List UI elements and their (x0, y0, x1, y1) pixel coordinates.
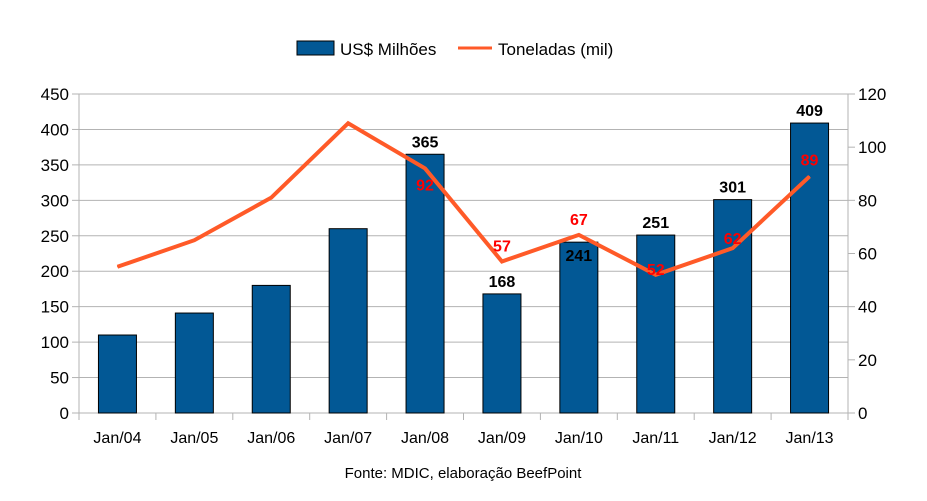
x-tick-label: Jan/10 (555, 430, 603, 447)
bar (790, 122, 830, 414)
bar (559, 241, 599, 414)
line-data-label: 67 (570, 212, 588, 229)
line-point (809, 175, 811, 177)
bar (174, 312, 214, 414)
bar (251, 284, 291, 414)
line-point (578, 234, 580, 236)
line-data-label: 92 (416, 177, 434, 194)
line-series (116, 120, 811, 277)
y-right-tick-label: 100 (858, 138, 886, 157)
legend-swatch-bar (296, 40, 335, 56)
line-data-label: 52 (647, 262, 665, 279)
bar (328, 228, 368, 414)
line-point (732, 247, 734, 249)
line-point (270, 197, 272, 199)
bar-data-label: 409 (796, 103, 823, 120)
bar-data-label: 365 (412, 134, 439, 151)
legend-label-line: Toneladas (mil) (498, 40, 613, 59)
line-data-label: 89 (801, 152, 819, 169)
bar (97, 334, 137, 414)
y-right-tick-label: 60 (858, 245, 877, 264)
x-tick-label: Jan/07 (324, 430, 372, 447)
line-data-label: 62 (724, 231, 742, 248)
y-right-tick-label: 120 (858, 85, 886, 104)
line-path (116, 120, 811, 277)
bar-data-label: 301 (719, 180, 746, 197)
y-left-tick-label: 450 (41, 85, 69, 104)
line-data-label: 57 (493, 238, 511, 255)
x-tick-label: Jan/11 (632, 430, 679, 447)
y-right-tick-label: 80 (858, 191, 877, 210)
y-right-tick-label: 0 (858, 404, 867, 423)
y-left-tick-label: 0 (60, 404, 69, 423)
y-left-tick-label: 350 (41, 156, 69, 175)
y-left-tick-label: 100 (41, 333, 69, 352)
bar-data-label: 251 (642, 215, 669, 232)
y-left-tick-label: 400 (41, 120, 69, 139)
data-labels: 365 168 241 251 301 409 92 57 67 52 62 89 (412, 103, 823, 291)
x-tick-label: Jan/04 (93, 430, 141, 447)
x-tick-label: Jan/12 (709, 430, 757, 447)
source-note: Fonte: MDIC, elaboração BeefPoint (345, 465, 583, 482)
x-tick-label: Jan/06 (247, 430, 295, 447)
x-tick-label: Jan/08 (401, 430, 449, 447)
x-tick-label: Jan/05 (170, 430, 218, 447)
bar (405, 153, 445, 414)
bar-data-label: 168 (489, 274, 516, 291)
legend: US$ Milhões Toneladas (mil) (296, 40, 613, 59)
x-tick-label: Jan/13 (786, 430, 834, 447)
line-point (193, 239, 195, 241)
line-point (116, 266, 118, 268)
legend-label-bar: US$ Milhões (340, 40, 436, 59)
y-right-tick-label: 20 (858, 351, 877, 370)
bar-series (97, 122, 830, 414)
bar (482, 293, 522, 414)
axes: 0 50 100 150 200 250 300 350 400 450 0 20 40 60 80 100 1… (41, 85, 887, 447)
y-left-tick-label: 250 (41, 227, 69, 246)
bar-data-label: 241 (565, 248, 592, 265)
y-left-tick-label: 150 (41, 298, 69, 317)
y-left-tick-label: 50 (50, 369, 69, 388)
line-point (501, 260, 503, 262)
line-point (655, 274, 657, 276)
y-right-tick-label: 40 (858, 298, 877, 317)
line-point (424, 167, 426, 169)
bar (636, 234, 676, 414)
x-tick-label: Jan/09 (478, 430, 526, 447)
line-point (347, 122, 349, 124)
y-left-tick-label: 300 (41, 191, 69, 210)
y-left-tick-label: 200 (41, 262, 69, 281)
